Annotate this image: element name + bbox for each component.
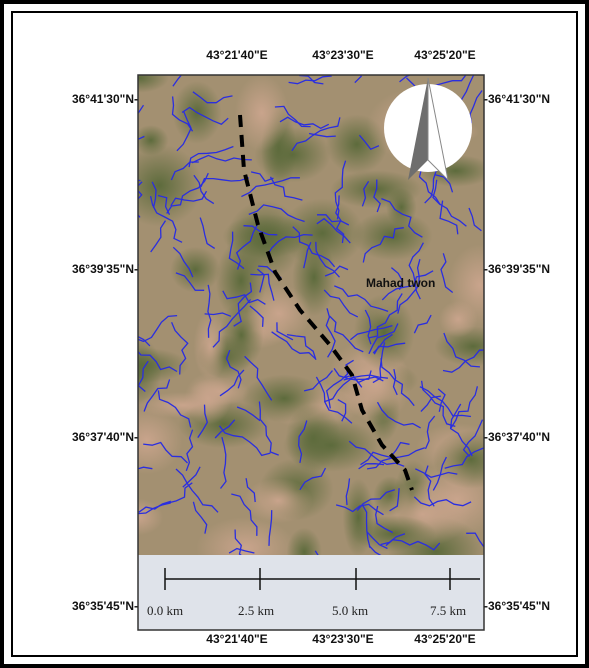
left-coordinate: 36°39'35"N- xyxy=(72,262,138,276)
top-coordinate: 43°21'40"E xyxy=(206,48,267,62)
place-label: Mahad twon xyxy=(366,276,435,290)
top-coordinate: 43°23'30"E xyxy=(312,48,373,62)
scale-label: 2.5 km xyxy=(238,603,274,618)
right-coordinate: -36°41'30"N xyxy=(484,92,550,106)
stream xyxy=(105,153,141,180)
terrain-patch xyxy=(170,247,220,293)
terrain-patch xyxy=(184,373,231,424)
terrain-patch xyxy=(93,348,189,384)
left-coordinate: 36°35'45"N- xyxy=(72,599,138,613)
right-coordinate: -36°35'45"N xyxy=(484,599,550,613)
terrain-patch xyxy=(448,245,512,326)
terrain-patch xyxy=(110,63,169,92)
terrain-patch xyxy=(242,374,326,422)
left-coordinate: 36°37'40"N- xyxy=(72,430,138,444)
right-coordinate: -36°39'35"N xyxy=(484,262,550,276)
bottom-coordinate: 43°21'40"E xyxy=(206,632,267,646)
scale-panel xyxy=(138,555,484,630)
left-coordinate: 36°41'30"N- xyxy=(72,92,138,106)
scale-label: 5.0 km xyxy=(332,603,368,618)
terrain-patch xyxy=(351,515,436,551)
scale-label: 7.5 km xyxy=(430,603,466,618)
bottom-coordinate: 43°25'20"E xyxy=(414,632,475,646)
scale-label: 0.0 km xyxy=(147,603,183,618)
top-coordinate: 43°25'20"E xyxy=(414,48,475,62)
bottom-coordinate: 43°23'30"E xyxy=(312,632,373,646)
map-figure: Mahad twon 43°21'40"E 43°21'40"E 43°23'30"… xyxy=(0,0,589,668)
right-coordinate: -36°37'40"N xyxy=(484,430,550,444)
